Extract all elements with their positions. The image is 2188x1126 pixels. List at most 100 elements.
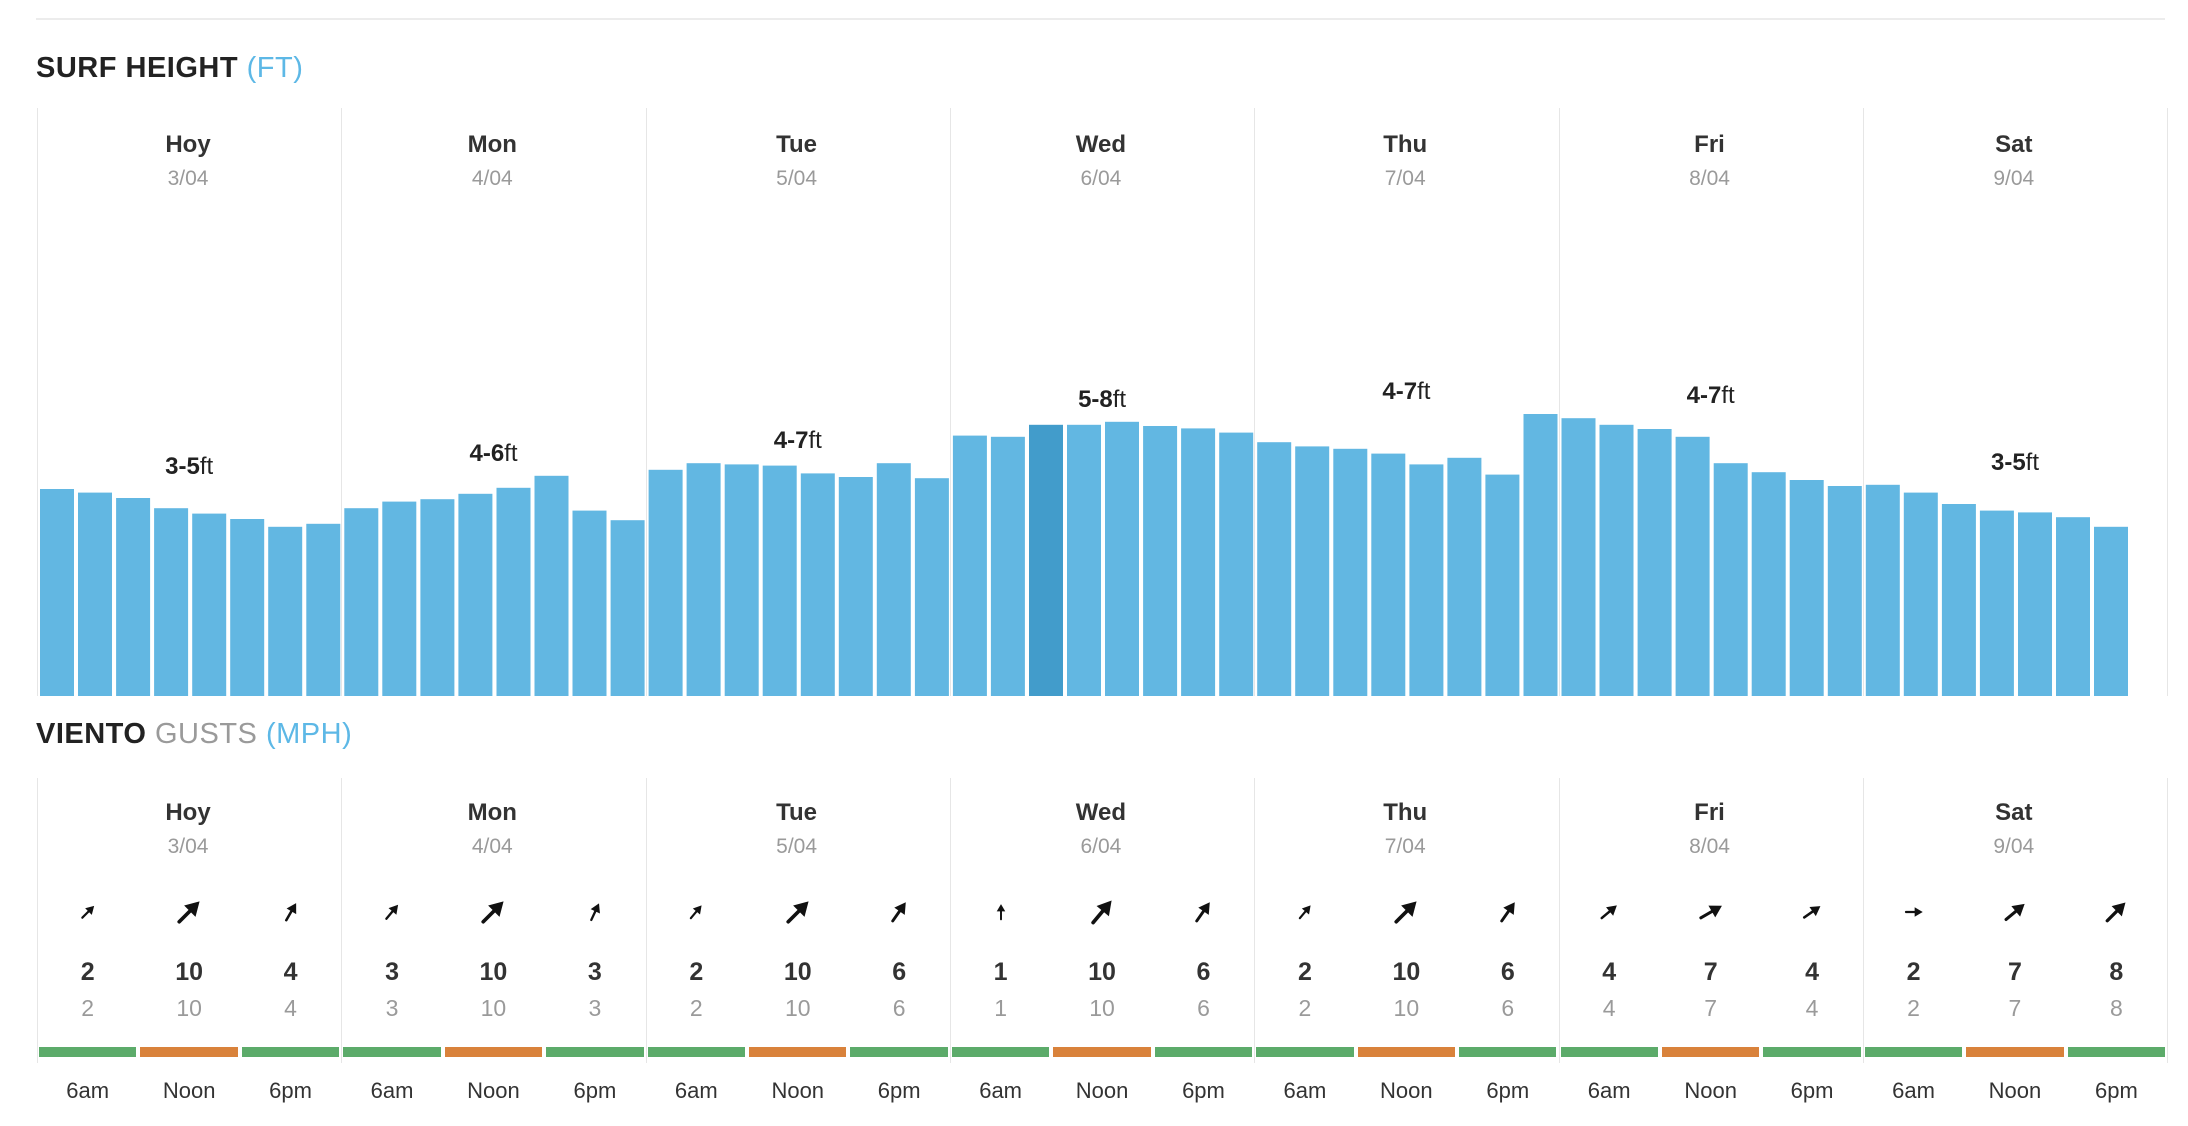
wind-gust: 2: [81, 995, 95, 1021]
surf-bar[interactable]: [1561, 418, 1596, 696]
wind-gust: 1: [994, 995, 1007, 1021]
surf-bar[interactable]: [952, 435, 987, 696]
surf-bar[interactable]: [1827, 486, 1862, 696]
wind-time-label: 6am: [674, 1078, 718, 1103]
surf-bar[interactable]: [382, 501, 417, 696]
surf-bar[interactable]: [762, 465, 797, 696]
surf-bar[interactable]: [420, 499, 455, 696]
wind-time-label: 6am: [979, 1078, 1022, 1103]
surf-day-divider: [1254, 108, 1256, 696]
surf-bar[interactable]: [1789, 480, 1824, 696]
surf-bar[interactable]: [154, 508, 189, 696]
wind-direction-arrow-icon: [1195, 902, 1211, 923]
surf-bar[interactable]: [1067, 424, 1101, 696]
surf-day-header: Tue 5/04: [645, 130, 949, 194]
wind-time-label: 6pm: [1486, 1078, 1530, 1103]
surf-bar[interactable]: [1029, 424, 1063, 696]
surf-bar[interactable]: [838, 477, 873, 696]
surf-bar[interactable]: [1637, 429, 1672, 696]
surf-bar[interactable]: [268, 526, 303, 696]
surf-bar[interactable]: [1295, 446, 1330, 696]
surf-bar[interactable]: [1219, 432, 1254, 696]
surf-bar[interactable]: [1979, 510, 2014, 696]
surf-bar[interactable]: [458, 493, 493, 696]
wind-day-header: Mon 4/04: [340, 798, 644, 862]
surf-range-unit: ft: [1113, 386, 1127, 413]
wind-gust: 2: [689, 995, 703, 1021]
surf-bar[interactable]: [572, 510, 607, 696]
surf-bar[interactable]: [1105, 421, 1139, 696]
surf-range-label: 4-7ft: [1382, 378, 1430, 405]
surf-bar[interactable]: [1941, 504, 1976, 696]
surf-bar[interactable]: [496, 487, 531, 696]
surf-bar[interactable]: [800, 473, 835, 696]
surf-bar[interactable]: [1371, 453, 1406, 696]
surf-bar[interactable]: [1447, 457, 1482, 696]
surf-bar[interactable]: [876, 463, 911, 696]
surf-bar[interactable]: [192, 513, 227, 696]
wind-time-label: 6am: [1892, 1078, 1935, 1103]
wind-direction-arrow-icon: [1091, 900, 1112, 925]
top-divider: [36, 18, 2165, 20]
day-date: 6/04: [1080, 835, 1122, 858]
day-name: Wed: [1075, 131, 1126, 158]
wind-time-label: Noon: [467, 1078, 520, 1103]
surf-bar[interactable]: [344, 508, 379, 696]
wind-rating-bar: [1763, 1047, 1861, 1057]
surf-bar[interactable]: [78, 492, 112, 696]
wind-day-divider: [341, 778, 343, 1063]
wind-time-label: Noon: [771, 1078, 825, 1103]
day-name: Wed: [1075, 799, 1126, 826]
surf-bar[interactable]: [610, 520, 645, 696]
wind-time-label: Noon: [1988, 1078, 2042, 1103]
surf-bar[interactable]: [1599, 424, 1634, 696]
surf-bar[interactable]: [1675, 436, 1710, 696]
surf-bar[interactable]: [686, 463, 721, 696]
surf-bar[interactable]: [1409, 464, 1444, 696]
wind-day-divider: [1558, 778, 1560, 1063]
surf-bar[interactable]: [1523, 414, 1558, 696]
wind-gust: 10: [480, 995, 507, 1021]
wind-speed: 2: [80, 958, 95, 986]
surf-bar[interactable]: [1143, 426, 1178, 696]
day-date: 3/04: [167, 835, 209, 858]
surf-range-unit: ft: [1417, 378, 1431, 405]
surf-bar[interactable]: [1903, 492, 1938, 696]
surf-bar[interactable]: [1751, 472, 1786, 696]
wind-day-header: Hoy 3/04: [36, 798, 340, 862]
surf-bar[interactable]: [534, 475, 569, 696]
surf-bar[interactable]: [116, 498, 151, 696]
wind-direction-arrow-icon: [1500, 902, 1515, 923]
surf-day-header: Hoy 3/04: [36, 130, 340, 194]
surf-bar[interactable]: [990, 436, 1025, 696]
wind-rating-bar: [1154, 1047, 1253, 1057]
wind-direction-arrow-icon: [385, 904, 399, 920]
surf-bar[interactable]: [1181, 428, 1216, 696]
surf-bar[interactable]: [914, 478, 949, 696]
surf-range-value: 3-5: [165, 453, 200, 480]
surf-range-unit: ft: [808, 427, 822, 454]
surf-day-headers: Hoy 3/04 Mon 4/04 Tue 5/04 Wed 6/04 Thu 7/04 Fri 8/…: [36, 130, 2165, 210]
surf-bar[interactable]: [1257, 442, 1292, 696]
surf-bar[interactable]: [648, 469, 683, 696]
surf-bar[interactable]: [230, 519, 265, 696]
wind-speed: 7: [1703, 958, 1718, 986]
surf-bar[interactable]: [1333, 448, 1368, 696]
surf-day-divider: [341, 108, 343, 696]
surf-bar[interactable]: [724, 464, 759, 696]
day-name: Fri: [1694, 131, 1725, 158]
day-date: 5/04: [776, 835, 818, 858]
surf-bar[interactable]: [306, 523, 341, 696]
surf-bar[interactable]: [1713, 463, 1748, 696]
surf-bar[interactable]: [2056, 517, 2090, 696]
surf-bar[interactable]: [1485, 474, 1520, 696]
surf-day-divider: [1558, 108, 1560, 696]
surf-bar[interactable]: [40, 489, 74, 696]
surf-bar[interactable]: [2094, 526, 2128, 696]
wind-time-label: 6pm: [2094, 1078, 2138, 1103]
day-date: 4/04: [471, 167, 513, 190]
surf-bar[interactable]: [2018, 512, 2052, 696]
day-date: 7/04: [1384, 835, 1426, 858]
surf-bar[interactable]: [1865, 484, 1900, 696]
wind-gust: 4: [284, 995, 297, 1021]
